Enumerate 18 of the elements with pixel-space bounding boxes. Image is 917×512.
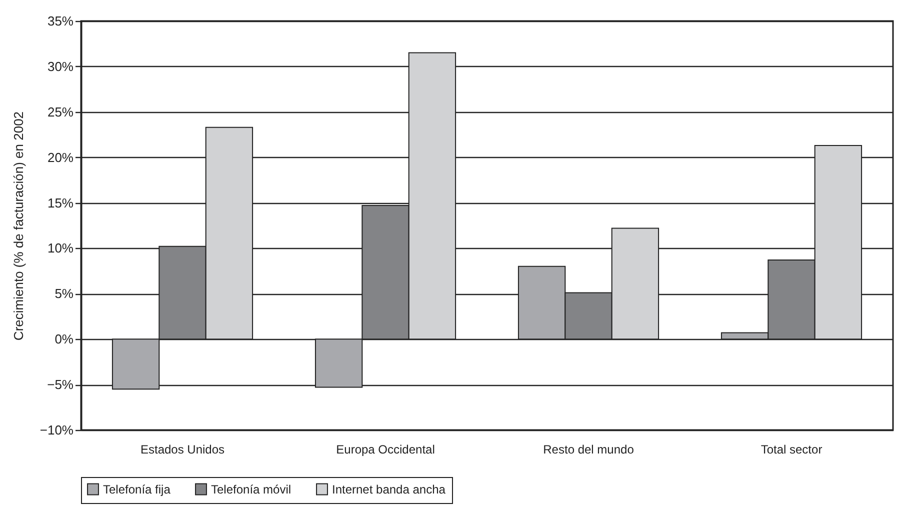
y-tick-label: 10%	[47, 240, 74, 256]
legend-label: Internet banda ancha	[332, 482, 446, 496]
y-tick-label: 20%	[47, 150, 74, 165]
y-tick-label: −5%	[47, 377, 74, 392]
y-tick-label: 25%	[47, 104, 74, 120]
legend-label: Telefonía fija	[103, 482, 171, 496]
x-tick-label: Estados Unidos	[140, 442, 225, 456]
y-tick-label: 35%	[47, 14, 74, 28]
x-tick-label: Resto del mundo	[543, 442, 634, 456]
y-tick-label: −10%	[40, 422, 74, 438]
y-tick-label: 0%	[54, 332, 74, 347]
y-tick-label: 15%	[47, 195, 74, 210]
y-axis-title: Crecimiento (% de facturación) en 2002	[10, 111, 26, 341]
legend-label: Telefonía móvil	[211, 482, 292, 496]
x-tick-label: Total sector	[760, 442, 822, 456]
y-tick-label: 5%	[54, 286, 74, 302]
x-tick-label: Europa Occidental	[336, 442, 435, 456]
y-tick-label: 30%	[47, 58, 74, 74]
